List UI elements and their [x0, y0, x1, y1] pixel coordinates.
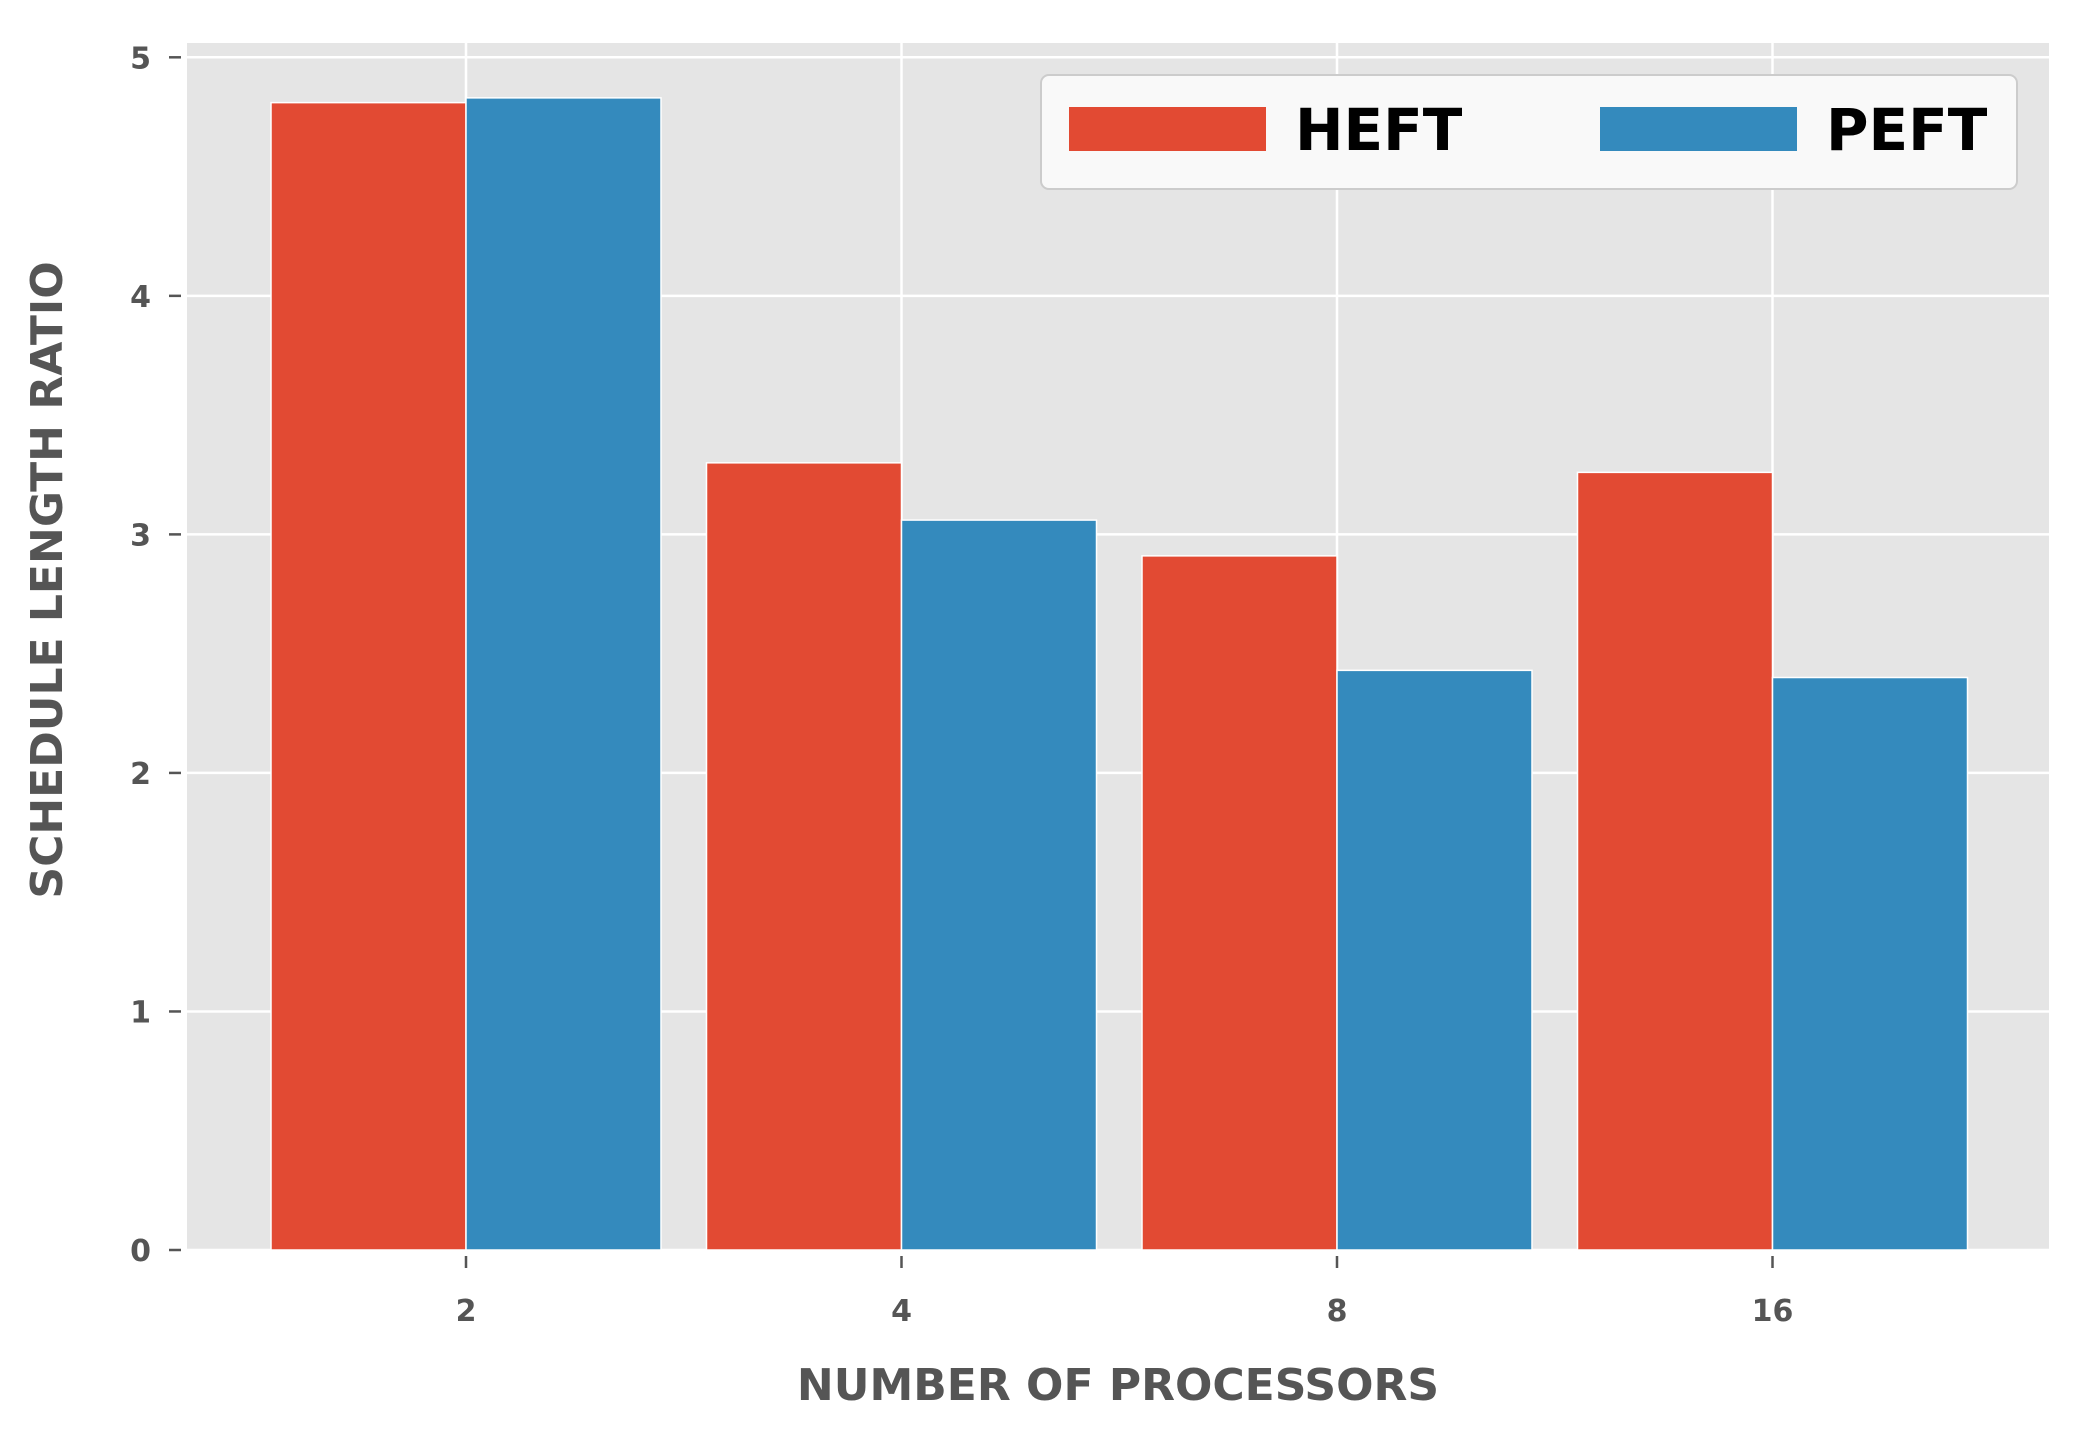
x-tick-label: 2 [456, 1294, 477, 1329]
bar-heft-2 [270, 101, 467, 1251]
y-tick-label: 5 [130, 41, 151, 76]
x-axis-label: NUMBER OF PROCESSORS [797, 1360, 1439, 1411]
y-tick-label: 3 [130, 518, 151, 553]
legend-box [1040, 74, 2018, 190]
bar-heft-4 [705, 462, 903, 1251]
bars [270, 97, 1969, 1251]
x-tick-label: 4 [891, 1294, 912, 1329]
legend-swatch-peft [1600, 107, 1797, 151]
bar-peft-4 [900, 519, 1098, 1251]
y-tick-label: 2 [130, 757, 151, 792]
legend-swatch-heft [1069, 107, 1266, 151]
bar-peft-8 [1336, 669, 1533, 1251]
bar-peft-16 [1771, 676, 1969, 1251]
bar-peft-2 [465, 97, 662, 1251]
y-tick-label: 4 [130, 280, 151, 315]
y-axis-ticks: 0 1 2 3 4 5 [130, 41, 181, 1269]
bar-heft-16 [1576, 471, 1774, 1251]
legend-label-peft: PEFT [1826, 96, 1988, 164]
y-tick-label: 1 [130, 995, 151, 1030]
legend: HEFT PEFT [1040, 74, 2018, 190]
legend-label-heft: HEFT [1295, 96, 1463, 164]
bar-heft-8 [1141, 555, 1338, 1251]
y-tick-label: 0 [130, 1234, 151, 1269]
x-tick-label: 8 [1327, 1294, 1348, 1329]
y-axis-label: SCHEDULE LENGTH RATIO [22, 261, 73, 898]
x-axis-ticks: 2 4 8 16 [456, 1256, 1794, 1329]
x-tick-label: 16 [1752, 1294, 1794, 1329]
